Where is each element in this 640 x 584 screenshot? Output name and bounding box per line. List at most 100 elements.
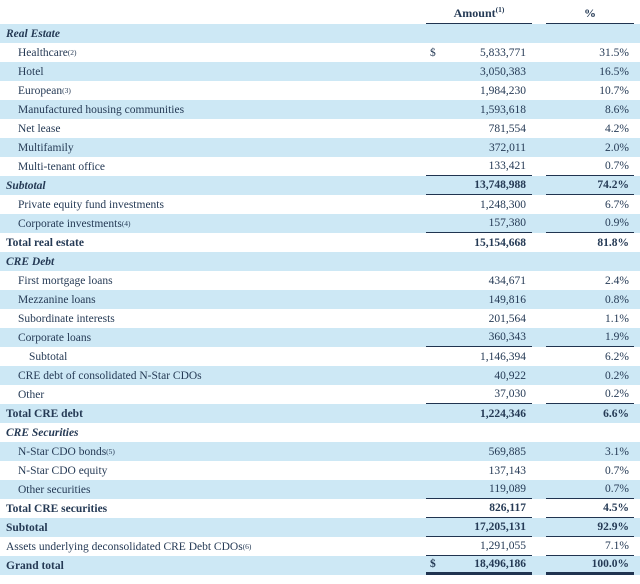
row-label-cell: European (3) xyxy=(18,84,71,97)
amount-value: 1,593,618 xyxy=(480,103,526,116)
amount-value: 569,885 xyxy=(488,445,526,458)
table-row: Total real estate 15,154,668 81.8% xyxy=(0,233,640,252)
percent-cell: 1.9% xyxy=(546,328,634,347)
row-label-cell: Grand total xyxy=(0,556,426,575)
percent-cell: 100.0% xyxy=(546,556,634,575)
amount-value: 3,050,383 xyxy=(480,65,526,78)
column-gap xyxy=(532,461,546,480)
percent-column-header: % xyxy=(546,6,634,24)
row-label-cell: Assets underlying deconsolidated CRE Deb… xyxy=(6,540,252,553)
table-row: Real Estate xyxy=(0,24,640,43)
table-row: Total CRE debt 1,224,346 6.6% xyxy=(0,404,640,423)
percent-cell: 1.1% xyxy=(546,309,634,328)
table-row: Manufactured housing communities 1,593,6… xyxy=(0,100,640,119)
row-label: Subordinate interests xyxy=(18,312,115,325)
table-row: N-Star CDO bonds (5) 569,885 3.1% xyxy=(0,442,640,461)
row-label: First mortgage loans xyxy=(18,274,113,287)
row-label-cell: Healthcare (2) xyxy=(18,46,77,59)
row-label: Total real estate xyxy=(6,236,84,249)
percent-cell: 0.2% xyxy=(546,385,634,404)
row-label-cell: First mortgage loans xyxy=(0,271,426,290)
amount-cell: 37,030 xyxy=(426,385,532,404)
column-gap xyxy=(532,404,546,423)
amount-cell: 201,564 xyxy=(426,309,532,328)
percent-cell xyxy=(546,423,634,442)
table-header-row: Amount(1) % xyxy=(0,2,640,24)
percent-cell: 2.4% xyxy=(546,271,634,290)
column-gap xyxy=(532,214,546,233)
column-gap xyxy=(532,328,546,347)
percent-value: 92.9% xyxy=(597,521,629,533)
percent-value: 6.6% xyxy=(603,407,629,420)
amount-value: 434,671 xyxy=(488,274,526,287)
amount-cell xyxy=(426,24,532,43)
amount-value: 1,291,055 xyxy=(480,540,526,552)
column-gap xyxy=(532,100,546,119)
table-row: Multi-tenant office 133,421 0.7% xyxy=(0,157,640,176)
row-label-cell: Corporate investments (4) xyxy=(18,217,131,230)
amount-cell: 781,554 xyxy=(426,119,532,138)
table-row: European (3) 1,984,230 10.7% xyxy=(0,81,640,100)
column-gap xyxy=(532,556,546,575)
amount-value: 201,564 xyxy=(488,312,526,325)
percent-value: 0.8% xyxy=(605,293,629,306)
percent-value: 6.2% xyxy=(605,350,629,363)
column-gap xyxy=(532,157,546,176)
percent-cell xyxy=(546,24,634,43)
table-row: Corporate loans 360,343 1.9% xyxy=(0,328,640,347)
column-gap xyxy=(532,423,546,442)
amount-cell xyxy=(426,423,532,442)
row-label: Other xyxy=(18,388,45,401)
table-row: Private equity fund investments 1,248,30… xyxy=(0,195,640,214)
percent-cell: 0.8% xyxy=(546,290,634,309)
percent-value: 31.5% xyxy=(599,46,629,59)
percent-value: 16.5% xyxy=(599,65,629,78)
table-row: Grand total $18,496,186 100.0% xyxy=(0,556,640,575)
dollar-sign: $ xyxy=(430,46,436,59)
percent-cell: 16.5% xyxy=(546,62,634,81)
row-label-cell: Hotel xyxy=(0,62,426,81)
amount-cell: 1,248,300 xyxy=(426,195,532,214)
amount-cell: 1,291,055 xyxy=(426,537,532,556)
amount-value: 17,205,131 xyxy=(474,521,526,533)
percent-value: 0.2% xyxy=(605,388,629,400)
amount-value: 13,748,988 xyxy=(474,179,526,191)
column-gap xyxy=(532,176,546,195)
row-label: CRE Debt xyxy=(6,255,55,268)
amount-value: 37,030 xyxy=(494,388,526,400)
amount-cell xyxy=(426,252,532,271)
percent-value: 6.7% xyxy=(605,198,629,211)
percent-cell: 92.9% xyxy=(546,518,634,537)
row-label: Multifamily xyxy=(18,141,74,154)
row-label: Hotel xyxy=(18,65,44,78)
row-label-cell: Total real estate xyxy=(0,233,426,252)
percent-value: 0.2% xyxy=(605,369,629,382)
percent-value: 0.7% xyxy=(605,160,629,172)
amount-value: 781,554 xyxy=(488,122,526,135)
table-row: Corporate investments (4) 157,380 0.9% xyxy=(0,214,640,233)
percent-cell: 2.0% xyxy=(546,138,634,157)
amount-value: 15,154,668 xyxy=(474,236,526,249)
column-gap xyxy=(532,195,546,214)
amount-value: 40,922 xyxy=(494,369,526,382)
percent-cell: 4.5% xyxy=(546,499,634,518)
table-row: Other securities 119,089 0.7% xyxy=(0,480,640,499)
row-label: CRE debt of consolidated N-Star CDOs xyxy=(18,369,202,382)
row-label: Real Estate xyxy=(6,27,60,40)
row-label-cell: Subordinate interests xyxy=(0,309,426,328)
table-row: Healthcare (2) $5,833,771 31.5% xyxy=(0,43,640,62)
table-row: Other 37,030 0.2% xyxy=(0,385,640,404)
row-label-cell: CRE Securities xyxy=(0,423,426,442)
column-gap xyxy=(532,385,546,404)
amount-cell: 1,984,230 xyxy=(426,81,532,100)
amount-value: 1,248,300 xyxy=(480,198,526,211)
column-gap xyxy=(532,233,546,252)
percent-cell: 6.6% xyxy=(546,404,634,423)
amount-cell: $5,833,771 xyxy=(426,43,532,62)
percent-cell: 74.2% xyxy=(546,176,634,195)
row-label: Total CRE securities xyxy=(6,502,108,515)
row-label: Other securities xyxy=(18,483,91,496)
percent-cell: 81.8% xyxy=(546,233,634,252)
table-row: First mortgage loans 434,671 2.4% xyxy=(0,271,640,290)
